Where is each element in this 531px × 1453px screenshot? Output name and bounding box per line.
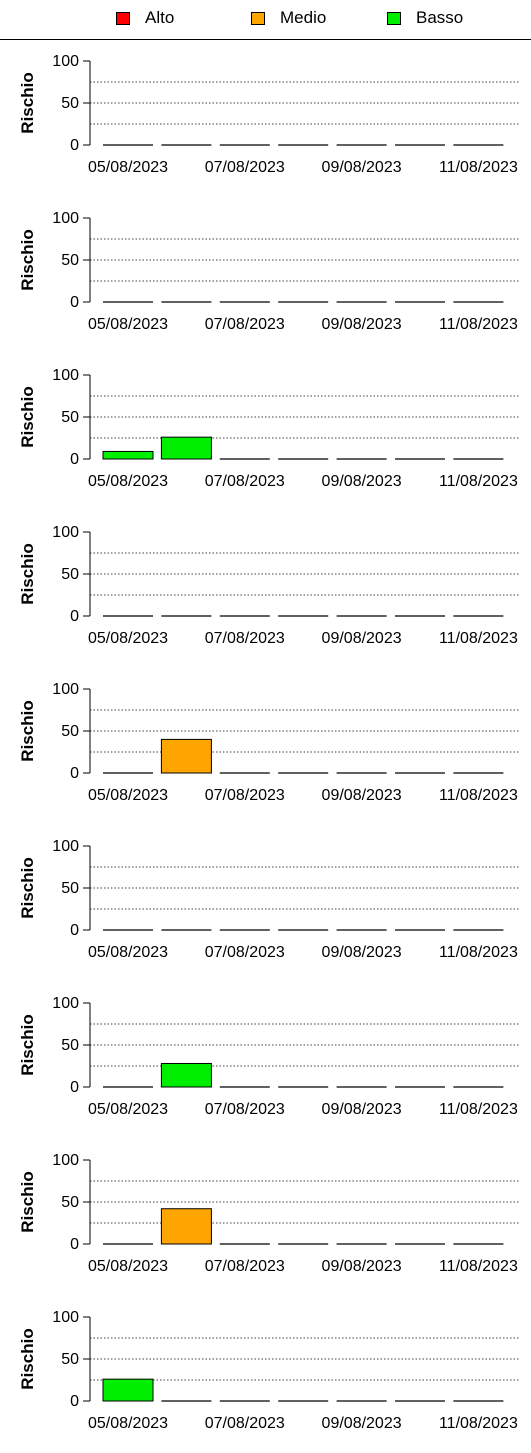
x-tick-label: 11/08/2023: [439, 316, 518, 333]
x-tick-label: 11/08/2023: [439, 1258, 518, 1275]
x-tick-label: 09/08/2023: [322, 1415, 402, 1432]
legend-item-alto: Alto: [116, 6, 174, 30]
chart-panels: 0 50 100 Rischio 05/08/2023 07/08/2023 09/08/2…: [0, 40, 531, 1437]
y-tick-label: 0: [70, 294, 79, 311]
x-tick-label: 07/08/2023: [205, 1258, 285, 1275]
legend-item-basso: Basso: [387, 6, 463, 30]
risk-chart-8: 0 50 100 Rischio 05/08/2023 07/08/2023 09/08/2…: [18, 1152, 520, 1275]
risk-chart-4: 0 50 100 Rischio 05/08/2023 07/08/2023 09/08/2…: [18, 524, 520, 647]
x-tick-label: 11/08/2023: [439, 473, 518, 490]
legend-label-alto: Alto: [145, 8, 175, 27]
risk-chart-9: 0 50 100 Rischio 05/08/2023 07/08/2023 09/08/2…: [18, 1309, 520, 1432]
y-axis-title: Rischio: [18, 1014, 37, 1075]
x-tick-label: 07/08/2023: [205, 787, 285, 804]
y-tick-label: 100: [52, 995, 79, 1012]
y-tick-label: 50: [61, 252, 79, 269]
y-tick-label: 0: [70, 1236, 79, 1253]
x-tick-label: 07/08/2023: [205, 473, 285, 490]
y-tick-label: 50: [61, 95, 79, 112]
y-tick-label: 50: [61, 880, 79, 897]
x-tick-label: 09/08/2023: [322, 1258, 402, 1275]
y-tick-label: 0: [70, 608, 79, 625]
y-tick-label: 50: [61, 566, 79, 583]
y-tick-label: 0: [70, 1079, 79, 1096]
risk-chart-6: 0 50 100 Rischio 05/08/2023 07/08/2023 09/08/2…: [18, 838, 520, 961]
x-tick-label: 05/08/2023: [88, 787, 168, 804]
y-tick-label: 100: [52, 681, 79, 698]
y-tick-label: 50: [61, 723, 79, 740]
y-tick-label: 100: [52, 367, 79, 384]
y-tick-label: 0: [70, 451, 79, 468]
x-tick-label: 05/08/2023: [88, 1415, 168, 1432]
x-tick-label: 09/08/2023: [322, 944, 402, 961]
x-tick-label: 07/08/2023: [205, 1415, 285, 1432]
y-axis-title: Rischio: [18, 543, 37, 604]
y-axis-title: Rischio: [18, 1171, 37, 1232]
x-tick-label: 05/08/2023: [88, 630, 168, 647]
x-tick-label: 11/08/2023: [439, 787, 518, 804]
legend-swatch-basso: [387, 11, 401, 25]
x-tick-label: 11/08/2023: [439, 1101, 518, 1118]
x-tick-label: 11/08/2023: [439, 159, 518, 176]
bar: [160, 1062, 212, 1088]
y-axis-title: Rischio: [18, 700, 37, 761]
y-tick-label: 50: [61, 1351, 79, 1368]
bar: [160, 436, 212, 460]
risk-chart-2: 0 50 100 Rischio 05/08/2023 07/08/2023 09/08/2…: [18, 210, 520, 333]
y-tick-label: 100: [52, 53, 79, 70]
y-tick-label: 0: [70, 137, 79, 154]
bar: [102, 1378, 154, 1402]
y-tick-label: 100: [52, 838, 79, 855]
legend-swatch-alto: [116, 11, 130, 25]
x-tick-label: 09/08/2023: [322, 473, 402, 490]
bar: [160, 738, 212, 774]
y-tick-label: 0: [70, 922, 79, 939]
legend-label-basso: Basso: [416, 8, 464, 27]
x-tick-label: 05/08/2023: [88, 1101, 168, 1118]
y-tick-label: 0: [70, 1393, 79, 1410]
y-axis-title: Rischio: [18, 72, 37, 133]
y-axis-title: Rischio: [18, 229, 37, 290]
x-tick-label: 09/08/2023: [322, 1101, 402, 1118]
legend-item-medio: Medio: [251, 6, 326, 30]
legend-divider: [0, 39, 531, 40]
x-tick-label: 09/08/2023: [322, 630, 402, 647]
risk-chart-5: 0 50 100 Rischio 05/08/2023 07/08/2023 09/08/2…: [18, 681, 520, 804]
x-tick-label: 11/08/2023: [439, 1415, 518, 1432]
y-axis-title: Rischio: [18, 386, 37, 447]
bar: [160, 1208, 212, 1245]
x-tick-label: 05/08/2023: [88, 316, 168, 333]
risk-chart-1: 0 50 100 Rischio 05/08/2023 07/08/2023 09/08/2…: [18, 53, 520, 176]
y-tick-label: 50: [61, 1194, 79, 1211]
y-tick-label: 100: [52, 210, 79, 227]
bar: [102, 450, 154, 460]
x-tick-label: 09/08/2023: [322, 316, 402, 333]
x-tick-label: 09/08/2023: [322, 787, 402, 804]
y-tick-label: 100: [52, 1309, 79, 1326]
risk-chart-3: 0 50 100 Rischio 05/08/2023 07/08/2023 09/08/2…: [18, 367, 520, 490]
x-tick-label: 05/08/2023: [88, 473, 168, 490]
x-tick-label: 05/08/2023: [88, 159, 168, 176]
x-tick-label: 11/08/2023: [439, 630, 518, 647]
x-tick-label: 11/08/2023: [439, 944, 518, 961]
legend-swatch-medio: [251, 11, 265, 25]
y-tick-label: 100: [52, 524, 79, 541]
risk-chart-7: 0 50 100 Rischio 05/08/2023 07/08/2023 09/08/2…: [18, 995, 520, 1118]
x-tick-label: 07/08/2023: [205, 944, 285, 961]
y-axis-title: Rischio: [18, 1328, 37, 1389]
y-tick-label: 50: [61, 1037, 79, 1054]
x-tick-label: 09/08/2023: [322, 159, 402, 176]
legend-label-medio: Medio: [280, 8, 327, 27]
x-tick-label: 07/08/2023: [205, 316, 285, 333]
y-tick-label: 0: [70, 765, 79, 782]
x-tick-label: 07/08/2023: [205, 159, 285, 176]
x-tick-label: 07/08/2023: [205, 630, 285, 647]
x-tick-label: 05/08/2023: [88, 944, 168, 961]
x-tick-label: 05/08/2023: [88, 1258, 168, 1275]
y-tick-label: 50: [61, 409, 79, 426]
y-axis-title: Rischio: [18, 857, 37, 918]
x-tick-label: 07/08/2023: [205, 1101, 285, 1118]
chart-legend: Alto Medio Basso: [0, 0, 531, 38]
y-tick-label: 100: [52, 1152, 79, 1169]
